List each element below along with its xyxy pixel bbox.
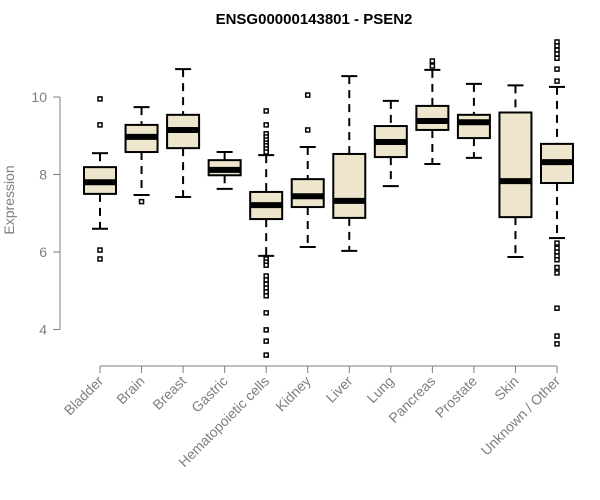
outlier-point bbox=[554, 240, 560, 246]
outlier-point bbox=[97, 256, 103, 262]
x-tick-label: Lung bbox=[364, 373, 397, 406]
y-axis-label: Expression bbox=[1, 165, 17, 234]
outlier-point bbox=[138, 198, 145, 205]
box-lung bbox=[373, 99, 408, 188]
box bbox=[456, 113, 491, 140]
outlier-point bbox=[97, 96, 103, 102]
box-prostate bbox=[456, 82, 491, 159]
box-bladder bbox=[83, 96, 117, 262]
outlier-point bbox=[554, 51, 560, 57]
outlier-point bbox=[263, 293, 269, 299]
box-unknown-other bbox=[540, 39, 574, 347]
box-kidney bbox=[290, 92, 325, 248]
outlier-point bbox=[263, 277, 269, 283]
y-tick-label: 8 bbox=[39, 167, 47, 183]
outlier-point bbox=[304, 92, 311, 98]
x-tick-label: Kidney bbox=[272, 373, 314, 415]
outlier-point bbox=[554, 264, 560, 271]
outlier-point bbox=[304, 127, 311, 133]
x-tick-label: Brain bbox=[113, 373, 147, 407]
outlier-point bbox=[97, 247, 103, 253]
boxes bbox=[83, 39, 574, 358]
outlier-point bbox=[554, 55, 560, 61]
box bbox=[498, 111, 533, 219]
box-pancreas bbox=[415, 58, 450, 166]
y-tick-label: 10 bbox=[31, 89, 47, 105]
outlier-point bbox=[97, 122, 103, 128]
box bbox=[415, 104, 450, 131]
outlier-point bbox=[263, 262, 269, 268]
outlier-point bbox=[554, 43, 560, 49]
y-tick-label: 4 bbox=[39, 322, 47, 338]
box bbox=[332, 152, 367, 219]
outlier-point bbox=[554, 66, 560, 72]
outlier-point bbox=[429, 63, 436, 69]
y-tick-label: 6 bbox=[39, 244, 47, 260]
outlier-point bbox=[263, 327, 269, 333]
outlier-point bbox=[554, 270, 560, 276]
outlier-point bbox=[263, 108, 269, 114]
x-tick-label: Unknown / Other bbox=[478, 373, 564, 459]
outlier-point bbox=[263, 352, 269, 358]
outlier-point bbox=[263, 338, 269, 344]
x-tick-label: Bladder bbox=[61, 373, 107, 419]
box-brain bbox=[124, 106, 159, 205]
outlier-point bbox=[554, 333, 560, 339]
box-skin bbox=[498, 84, 533, 259]
chart-title: ENSG00000143801 - PSEN2 bbox=[216, 11, 413, 28]
box bbox=[290, 178, 325, 209]
outlier-point bbox=[263, 149, 269, 155]
box-liver bbox=[332, 75, 367, 252]
box-breast bbox=[166, 68, 201, 198]
outlier-point bbox=[554, 305, 560, 311]
outlier-point bbox=[554, 341, 560, 347]
x-tick-label: Breast bbox=[149, 373, 189, 413]
outlier-point bbox=[554, 257, 560, 263]
y-axis: 4 6 8 10 bbox=[31, 89, 61, 338]
outlier-point bbox=[263, 122, 269, 128]
outlier-point bbox=[263, 310, 269, 316]
x-tick-label: Liver bbox=[323, 373, 356, 406]
outlier-point bbox=[554, 78, 560, 84]
box-gastric bbox=[207, 151, 242, 190]
box-hematopoietic-cells bbox=[249, 108, 284, 358]
outlier-point bbox=[429, 58, 436, 64]
x-tick-label: Prostate bbox=[432, 373, 480, 421]
x-tick-label: Skin bbox=[491, 373, 522, 404]
